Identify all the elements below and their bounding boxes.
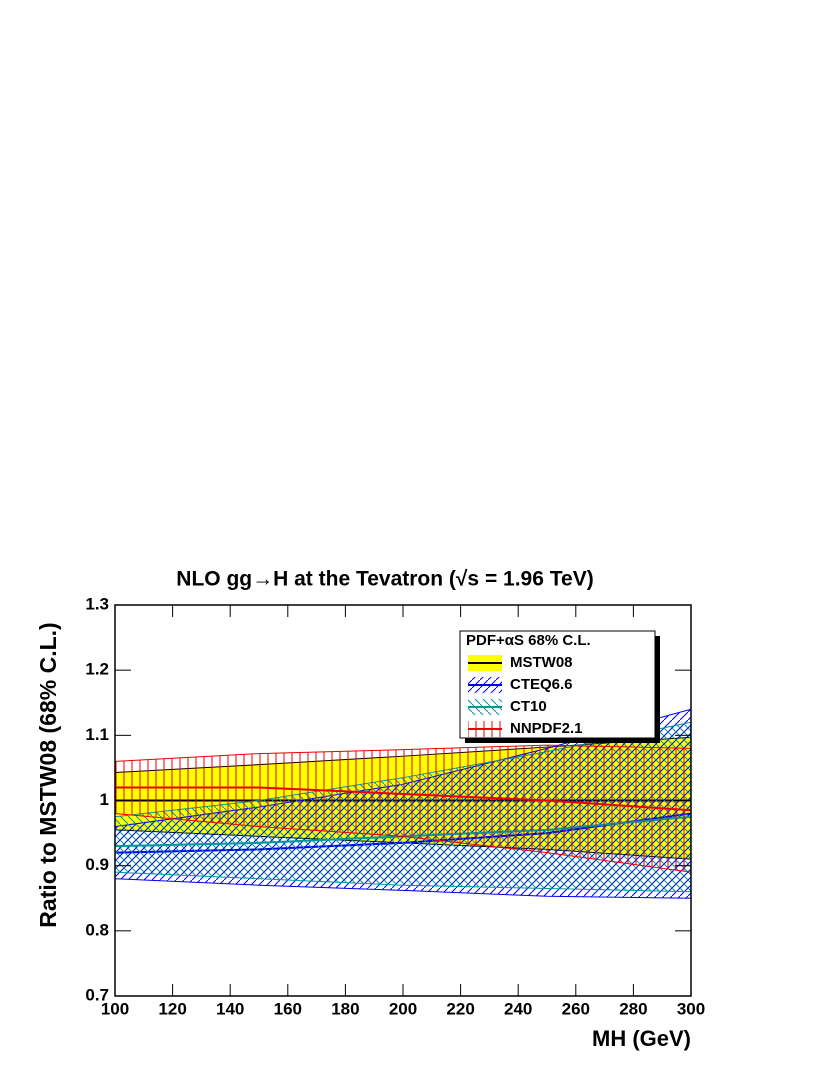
x-tick-label: 220 — [446, 999, 474, 1018]
band-lower-edge — [114, 813, 692, 873]
x-tick-label: 300 — [677, 999, 705, 1018]
legend-label: MSTW08 — [510, 654, 573, 671]
x-tick-label: 240 — [504, 999, 532, 1018]
x-tick-label: 120 — [158, 999, 186, 1018]
y-tick-label: 0.9 — [85, 855, 109, 874]
y-axis-label: Ratio to MSTW08 (68% C.L.) — [35, 622, 61, 927]
central-line — [115, 786, 692, 812]
legend-label: NNPDF2.1 — [510, 720, 583, 737]
y-tick-label: 0.8 — [85, 920, 109, 939]
x-tick-label: 180 — [331, 999, 359, 1018]
x-axis-label: MH (GeV) — [592, 1026, 691, 1051]
band — [115, 745, 691, 873]
y-tick-label: 0.7 — [85, 985, 109, 1004]
legend-label: CT10 — [510, 698, 547, 715]
chart-title: NLO gg→H at the Tevatron (√s = 1.96 TeV) — [176, 568, 593, 591]
y-tick-label: 1.1 — [85, 725, 109, 744]
plot-area — [114, 708, 692, 899]
y-tick-label: 1.3 — [85, 594, 109, 613]
x-tick-label: 100 — [101, 999, 129, 1018]
y-tick-label: 1 — [100, 790, 109, 809]
x-tick-label: 280 — [619, 999, 647, 1018]
legend-label: CTEQ6.6 — [510, 676, 573, 693]
x-tick-label: 160 — [274, 999, 302, 1018]
x-tick-label: 140 — [216, 999, 244, 1018]
band-lower-edge — [114, 878, 692, 899]
x-tick-label: 260 — [562, 999, 590, 1018]
y-tick-label: 1.2 — [85, 660, 109, 679]
band-lower-edge — [114, 871, 692, 893]
x-tick-label: 200 — [389, 999, 417, 1018]
legend-title: PDF+αS 68% C.L. — [466, 632, 591, 649]
band-upper-edge — [114, 744, 692, 762]
